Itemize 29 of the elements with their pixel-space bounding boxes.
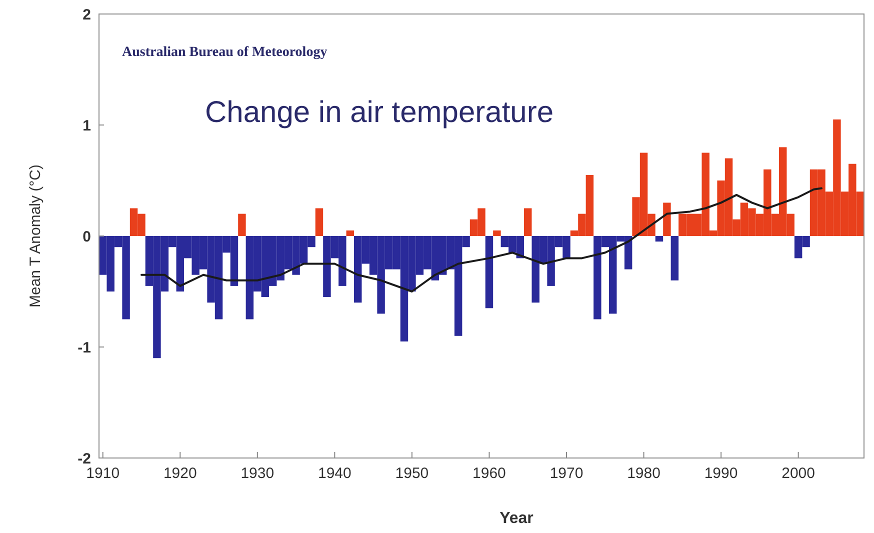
annotation: Australian Bureau of Meteorology (122, 45, 328, 60)
bar (655, 236, 664, 242)
x-tick-label: 1960 (472, 465, 506, 482)
text: Change in air temperature (205, 96, 554, 129)
x-tick-label: 2000 (782, 465, 816, 482)
x-tick-label: 1930 (240, 465, 274, 482)
x-tick-label: 1910 (86, 465, 120, 482)
bar (524, 208, 532, 236)
y-tick-label: 1 (82, 117, 91, 134)
bar (663, 202, 671, 236)
y-tick-label: 0 (82, 228, 91, 246)
x-tick-label: 1950 (395, 465, 429, 482)
x-tick-label: 1920 (163, 465, 197, 482)
line-series (140, 187, 822, 292)
x-tick-label: 1990 (704, 465, 738, 482)
y-tick-label: -2 (78, 450, 91, 468)
x-tick-label: 1970 (550, 465, 584, 482)
x-tick-label: 1940 (318, 465, 352, 482)
x-tick-label: 1980 (627, 465, 660, 482)
bar (485, 236, 494, 308)
bar (346, 230, 354, 236)
bar (238, 214, 246, 236)
y-tick-label: 2 (82, 6, 91, 24)
bar (315, 208, 324, 236)
y-axis-title: Mean T Anomaly (°C) (27, 164, 44, 308)
bar (493, 230, 501, 236)
x-axis-title: Year (500, 510, 534, 527)
bar (670, 236, 679, 280)
y-tick-label: -1 (78, 339, 91, 356)
